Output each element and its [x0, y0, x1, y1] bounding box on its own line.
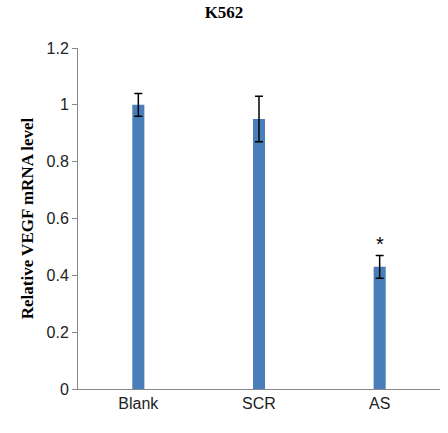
- svg-text:0.6: 0.6: [47, 210, 69, 227]
- svg-text:Blank: Blank: [118, 395, 159, 412]
- svg-text:1: 1: [60, 96, 69, 113]
- svg-text:AS: AS: [369, 395, 390, 412]
- svg-text:1.2: 1.2: [47, 40, 69, 57]
- svg-text:0: 0: [60, 381, 69, 398]
- svg-text:Relative VEGF mRNA level: Relative VEGF mRNA level: [18, 117, 37, 319]
- svg-text:*: *: [376, 233, 384, 255]
- svg-text:SCR: SCR: [242, 395, 276, 412]
- svg-text:K562: K562: [205, 3, 244, 22]
- svg-text:0.8: 0.8: [47, 153, 69, 170]
- svg-text:0.4: 0.4: [47, 267, 69, 284]
- svg-text:0.2: 0.2: [47, 324, 69, 341]
